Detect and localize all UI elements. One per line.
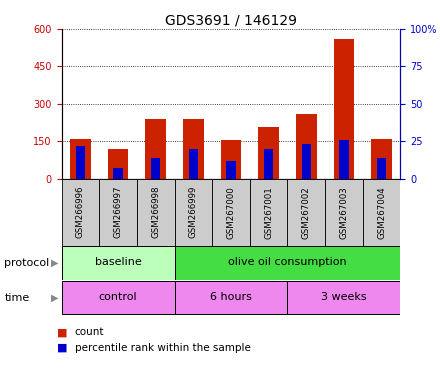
Bar <box>371 139 392 179</box>
Bar <box>183 119 204 179</box>
Text: control: control <box>99 292 137 302</box>
Text: protocol: protocol <box>4 258 50 268</box>
Text: olive oil consumption: olive oil consumption <box>228 257 347 267</box>
Bar <box>137 179 175 246</box>
Text: GSM267004: GSM267004 <box>377 186 386 238</box>
Bar <box>296 114 317 179</box>
Text: percentile rank within the sample: percentile rank within the sample <box>75 343 251 353</box>
Text: count: count <box>75 327 104 337</box>
Bar <box>62 281 175 314</box>
Text: ▶: ▶ <box>51 258 59 268</box>
Text: GSM267003: GSM267003 <box>339 186 348 238</box>
Text: GSM266996: GSM266996 <box>76 186 85 238</box>
Bar <box>287 281 400 314</box>
Bar <box>175 179 212 246</box>
Text: GSM267000: GSM267000 <box>227 186 235 238</box>
Bar <box>301 144 311 179</box>
Bar <box>108 149 128 179</box>
Bar <box>363 179 400 246</box>
Bar <box>99 179 137 246</box>
Bar <box>70 139 91 179</box>
Title: GDS3691 / 146129: GDS3691 / 146129 <box>165 14 297 28</box>
Bar <box>145 119 166 179</box>
Bar <box>151 157 161 179</box>
Bar <box>258 127 279 179</box>
Text: GSM266998: GSM266998 <box>151 186 160 238</box>
Bar <box>189 149 198 179</box>
Bar <box>114 168 123 179</box>
Bar <box>226 161 236 179</box>
Bar <box>62 247 175 280</box>
Text: ■: ■ <box>57 343 68 353</box>
Bar <box>287 179 325 246</box>
Bar <box>325 179 363 246</box>
Bar <box>377 157 386 179</box>
Bar <box>334 39 354 179</box>
Bar <box>175 247 400 280</box>
Text: ■: ■ <box>57 327 68 337</box>
Bar <box>175 281 287 314</box>
Bar <box>339 140 348 179</box>
Bar <box>250 179 287 246</box>
Text: ▶: ▶ <box>51 293 59 303</box>
Text: GSM267002: GSM267002 <box>302 186 311 238</box>
Text: baseline: baseline <box>95 257 141 267</box>
Text: GSM266997: GSM266997 <box>114 186 123 238</box>
Bar <box>212 179 250 246</box>
Bar <box>264 149 273 179</box>
Bar <box>62 179 99 246</box>
Text: GSM267001: GSM267001 <box>264 186 273 238</box>
Text: 6 hours: 6 hours <box>210 292 252 302</box>
Text: 3 weeks: 3 weeks <box>321 292 367 302</box>
Text: GSM266999: GSM266999 <box>189 186 198 238</box>
Bar <box>76 146 85 179</box>
Text: time: time <box>4 293 29 303</box>
Bar <box>220 140 242 179</box>
